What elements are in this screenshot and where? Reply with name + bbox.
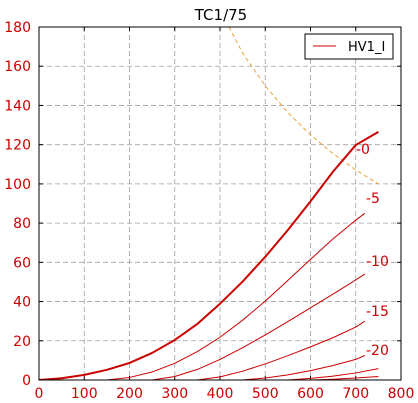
plot-frame bbox=[38, 26, 402, 381]
series-curve bbox=[152, 273, 366, 380]
max-dissipation-curve bbox=[228, 27, 379, 185]
y-tick-label: 140 bbox=[4, 98, 31, 114]
y-tick-label: 40 bbox=[13, 295, 31, 311]
y-tick-label: 60 bbox=[13, 255, 31, 271]
y-tick-label: 180 bbox=[4, 20, 31, 36]
y-tick-label: 0 bbox=[22, 373, 31, 389]
x-tick-label: 400 bbox=[207, 386, 234, 402]
x-tick-label: 100 bbox=[71, 386, 98, 402]
curve-label: -0 bbox=[356, 142, 370, 158]
series-curves bbox=[39, 131, 379, 380]
x-axis-ticks: 0 100 200 300 400 500 600 700 800 bbox=[35, 27, 415, 402]
grid-lines bbox=[39, 27, 401, 380]
y-tick-label: 20 bbox=[13, 334, 31, 350]
x-tick-label: 800 bbox=[388, 386, 415, 402]
series-curve bbox=[39, 131, 379, 380]
chart-title: TC1/75 bbox=[194, 6, 247, 24]
curve-label: -10 bbox=[366, 254, 389, 270]
series-curve bbox=[287, 368, 379, 380]
x-tick-label: 700 bbox=[342, 386, 369, 402]
max-dissipation-line bbox=[228, 27, 379, 185]
curve-labels: -0 -5 -10 -15 -20 bbox=[356, 142, 389, 359]
y-tick-label: 80 bbox=[13, 216, 31, 232]
x-tick-label: 600 bbox=[297, 386, 324, 402]
legend-label: HV1_I bbox=[348, 40, 385, 55]
x-tick-label: 300 bbox=[161, 386, 188, 402]
series-curve bbox=[106, 212, 366, 380]
curve-label: -15 bbox=[366, 304, 389, 320]
x-tick-label: 0 bbox=[35, 386, 44, 402]
x-tick-label: 500 bbox=[252, 386, 279, 402]
legend: HV1_I bbox=[304, 33, 394, 60]
y-tick-label: 160 bbox=[4, 59, 31, 75]
curve-label: -5 bbox=[366, 191, 380, 207]
curve-label: -20 bbox=[366, 343, 389, 359]
series-curve bbox=[197, 320, 366, 380]
y-axis-ticks: 0 20 40 60 80 100 120 140 160 180 bbox=[4, 20, 401, 389]
x-tick-label: 200 bbox=[116, 386, 143, 402]
y-tick-label: 100 bbox=[4, 177, 31, 193]
y-tick-label: 120 bbox=[4, 138, 31, 154]
series-curve bbox=[242, 355, 365, 380]
